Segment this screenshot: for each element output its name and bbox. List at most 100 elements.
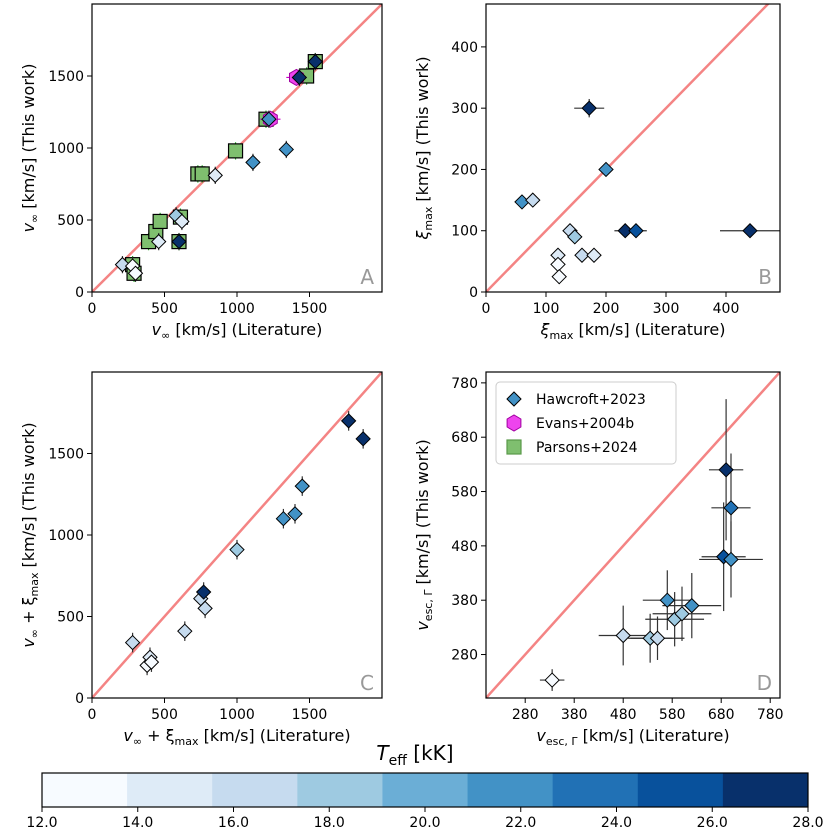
colorbar-tick-label: 12.0 <box>26 815 57 827</box>
colorbar-segment <box>382 773 469 807</box>
legend-entry: Parsons+2024 <box>536 440 638 456</box>
colorbar-tick-label: 18.0 <box>314 815 345 827</box>
y-tick-label: 1500 <box>48 69 84 85</box>
panel-label: C <box>360 671 374 695</box>
data-point <box>174 213 190 230</box>
colorbar-label: Teff [kK] <box>376 741 453 769</box>
data-point <box>207 167 223 184</box>
data-point <box>574 247 590 263</box>
x-tick-label: 1000 <box>219 301 255 317</box>
plot-area <box>486 4 780 292</box>
colorbar-tick-label: 20.0 <box>409 815 440 827</box>
x-tick-label: 580 <box>659 707 686 723</box>
panel-c: 0 500 1000 1500 0 500 1000 1500 Cv∞ + ξmax [km/s… <box>19 371 383 748</box>
series-hawcroft-2023 <box>124 411 371 676</box>
colorbar-tick-label: 26.0 <box>697 815 728 827</box>
legend-entry: Hawcroft+2023 <box>536 392 646 408</box>
data-point <box>551 268 567 285</box>
x-tick-label: 1500 <box>292 301 328 317</box>
colorbar-segment <box>467 773 554 807</box>
y-tick-label: 500 <box>57 610 84 626</box>
x-tick-label: 280 <box>512 707 539 723</box>
data-point <box>525 192 541 208</box>
y-tick-label: 400 <box>451 40 478 56</box>
data-point <box>261 111 277 127</box>
y-tick-label: 1000 <box>48 528 84 544</box>
data-point <box>659 592 676 608</box>
x-tick-label: 500 <box>151 301 178 317</box>
one-to-one-line <box>486 4 770 292</box>
colorbar-segment <box>552 773 639 807</box>
data-point <box>567 229 583 245</box>
data-point <box>124 634 141 651</box>
y-tick-label: 1500 <box>48 447 84 463</box>
data-point <box>114 256 131 273</box>
legend: Hawcroft+2023 Evans+2004b Parsons+2024 <box>495 381 677 465</box>
data-point <box>586 247 602 263</box>
plot-area <box>92 372 382 698</box>
data-point <box>674 606 690 622</box>
data-point <box>617 223 633 239</box>
x-axis-label: vesc, Γ [km/s] (Literature) <box>536 726 729 748</box>
x-tick-label: 0 <box>88 707 97 723</box>
y-axis-label: v∞ + ξmax [km/s] (This work) <box>19 422 41 647</box>
data-point <box>544 672 560 688</box>
data-point <box>197 600 213 617</box>
y-tick-label: 0 <box>75 285 84 301</box>
x-tick-label: 0 <box>482 301 491 317</box>
x-tick-label: 380 <box>561 707 588 723</box>
data-point <box>194 166 210 182</box>
legend-entry: Evans+2004b <box>536 416 634 432</box>
y-axis-label: v∞ [km/s] (This work) <box>19 64 41 233</box>
data-point <box>177 623 193 639</box>
y-tick-label: 480 <box>451 539 478 555</box>
series-hawcroft-2023 <box>539 399 763 691</box>
data-point <box>742 223 758 239</box>
data-point <box>278 141 295 158</box>
legend-box <box>495 381 677 465</box>
y-tick-label: 380 <box>451 593 478 609</box>
colorbar-segment <box>722 773 809 807</box>
y-axis-label: ξmax [km/s] (This work) <box>413 56 435 240</box>
x-tick-label: 500 <box>151 707 178 723</box>
colorbar-segment <box>637 773 724 807</box>
y-tick-label: 0 <box>75 691 84 707</box>
colorbar-tick-label: 14.0 <box>122 815 153 827</box>
data-point <box>143 654 160 670</box>
x-axis-label: v∞ [km/s] (Literature) <box>152 320 323 342</box>
data-point <box>195 584 212 600</box>
x-axis-label: ξmax [km/s] (Literature) <box>540 320 726 342</box>
data-point <box>171 233 187 250</box>
data-point <box>294 478 310 494</box>
data-point <box>152 213 168 230</box>
axes-frame <box>485 3 781 293</box>
data-point <box>723 551 739 568</box>
y-axis-label: vesc, Γ [km/s] (This work) <box>413 439 435 630</box>
x-tick-label: 1000 <box>219 707 255 723</box>
colorbar-segment <box>42 773 128 807</box>
x-tick-label: 680 <box>708 707 735 723</box>
axes-frame <box>485 371 781 699</box>
data-point <box>628 223 644 239</box>
legend-marker <box>506 391 522 407</box>
x-tick-label: 300 <box>653 301 680 317</box>
data-point <box>581 100 597 116</box>
y-tick-label: 680 <box>451 430 478 446</box>
data-point <box>127 265 144 281</box>
data-point <box>355 431 371 447</box>
x-axis-label: v∞ + ξmax [km/s] (Literature) <box>123 726 350 748</box>
data-point <box>245 154 261 171</box>
series-hawcroft-2023 <box>514 98 780 285</box>
colorbar-tick-label: 22.0 <box>505 815 536 827</box>
x-tick-label: 400 <box>713 301 740 317</box>
data-point <box>150 233 167 250</box>
x-tick-label: 480 <box>610 707 637 723</box>
panel-label: A <box>360 265 374 289</box>
data-point <box>275 510 292 527</box>
data-point <box>684 597 700 614</box>
series-hawcroft-2023 <box>114 52 324 282</box>
data-point <box>550 256 566 273</box>
data-point <box>229 541 245 558</box>
x-tick-label: 100 <box>533 301 560 317</box>
